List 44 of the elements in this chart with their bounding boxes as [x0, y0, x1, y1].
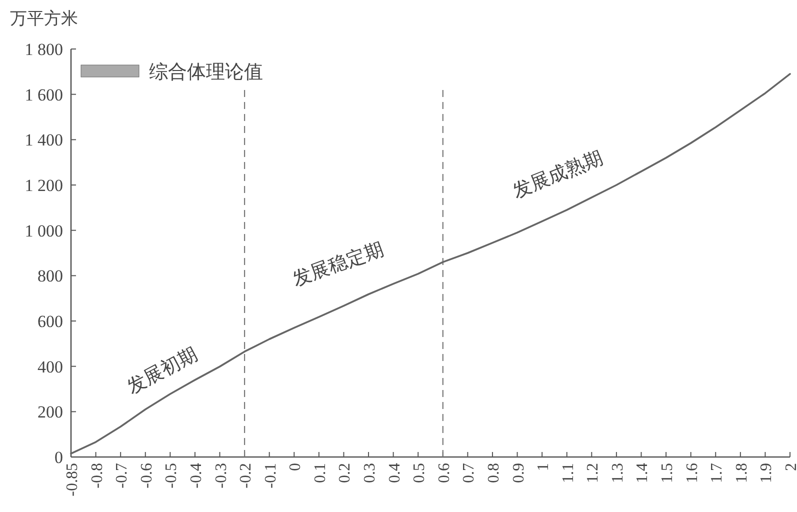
x-tick-label: -0.85 [64, 463, 81, 496]
x-tick-label: 2 [783, 463, 797, 471]
y-tick-label: 1 600 [24, 85, 63, 104]
x-tick-label: 0.3 [362, 463, 379, 483]
x-tick-label: -0.4 [188, 463, 205, 488]
x-tick-label: 0.7 [460, 463, 478, 483]
x-tick-label: 0.6 [436, 463, 453, 483]
legend-label: 综合体理论值 [149, 62, 263, 83]
x-tick-label: 1.1 [560, 463, 577, 483]
x-tick-label: 0.4 [386, 463, 404, 483]
y-tick-label: 600 [38, 312, 63, 331]
x-tick-label: 0.9 [510, 463, 528, 483]
y-tick-label: 1 400 [24, 130, 63, 150]
x-tick-label: 1.4 [634, 463, 652, 483]
x-tick-label: 1.6 [684, 463, 701, 483]
x-tick-label: -0.6 [138, 463, 156, 488]
x-tick-label: 0.1 [312, 463, 329, 483]
x-tick-label: 1 [535, 463, 552, 471]
annotation: 发展成熟期 [510, 147, 606, 202]
x-tick-label: -0.3 [212, 463, 230, 488]
y-tick-label: 800 [38, 266, 63, 286]
x-tick-label: 1.3 [609, 463, 626, 483]
annotation: 发展稳定期 [290, 238, 386, 291]
x-tick-label: -0.1 [262, 463, 280, 488]
x-tick-label: 0 [287, 463, 304, 471]
y-axis-title: 万平方米 [10, 9, 78, 28]
x-tick-label: 1.5 [659, 463, 676, 483]
x-tick-label: -0.5 [163, 463, 180, 488]
x-tick-label: 0.5 [411, 463, 428, 483]
annotation: 发展初期 [123, 343, 201, 398]
x-tick-label: -0.8 [88, 463, 106, 488]
x-tick-label: -0.2 [238, 463, 255, 488]
y-tick-label: 400 [38, 357, 63, 376]
y-tick-label: 1 200 [24, 176, 63, 195]
y-tick-label: 1 800 [24, 40, 63, 59]
x-tick-label: 0.8 [485, 463, 502, 483]
y-tick-label: 200 [38, 402, 63, 422]
y-tick-label: 1 000 [24, 221, 63, 240]
x-tick-label: 1.8 [733, 463, 750, 483]
x-tick-label: 1.2 [584, 463, 602, 483]
x-tick-label: 1.7 [708, 463, 726, 483]
x-tick-label: 0.2 [336, 463, 354, 483]
x-tick-label: 1.9 [758, 463, 776, 483]
x-tick-label: -0.7 [114, 463, 131, 488]
